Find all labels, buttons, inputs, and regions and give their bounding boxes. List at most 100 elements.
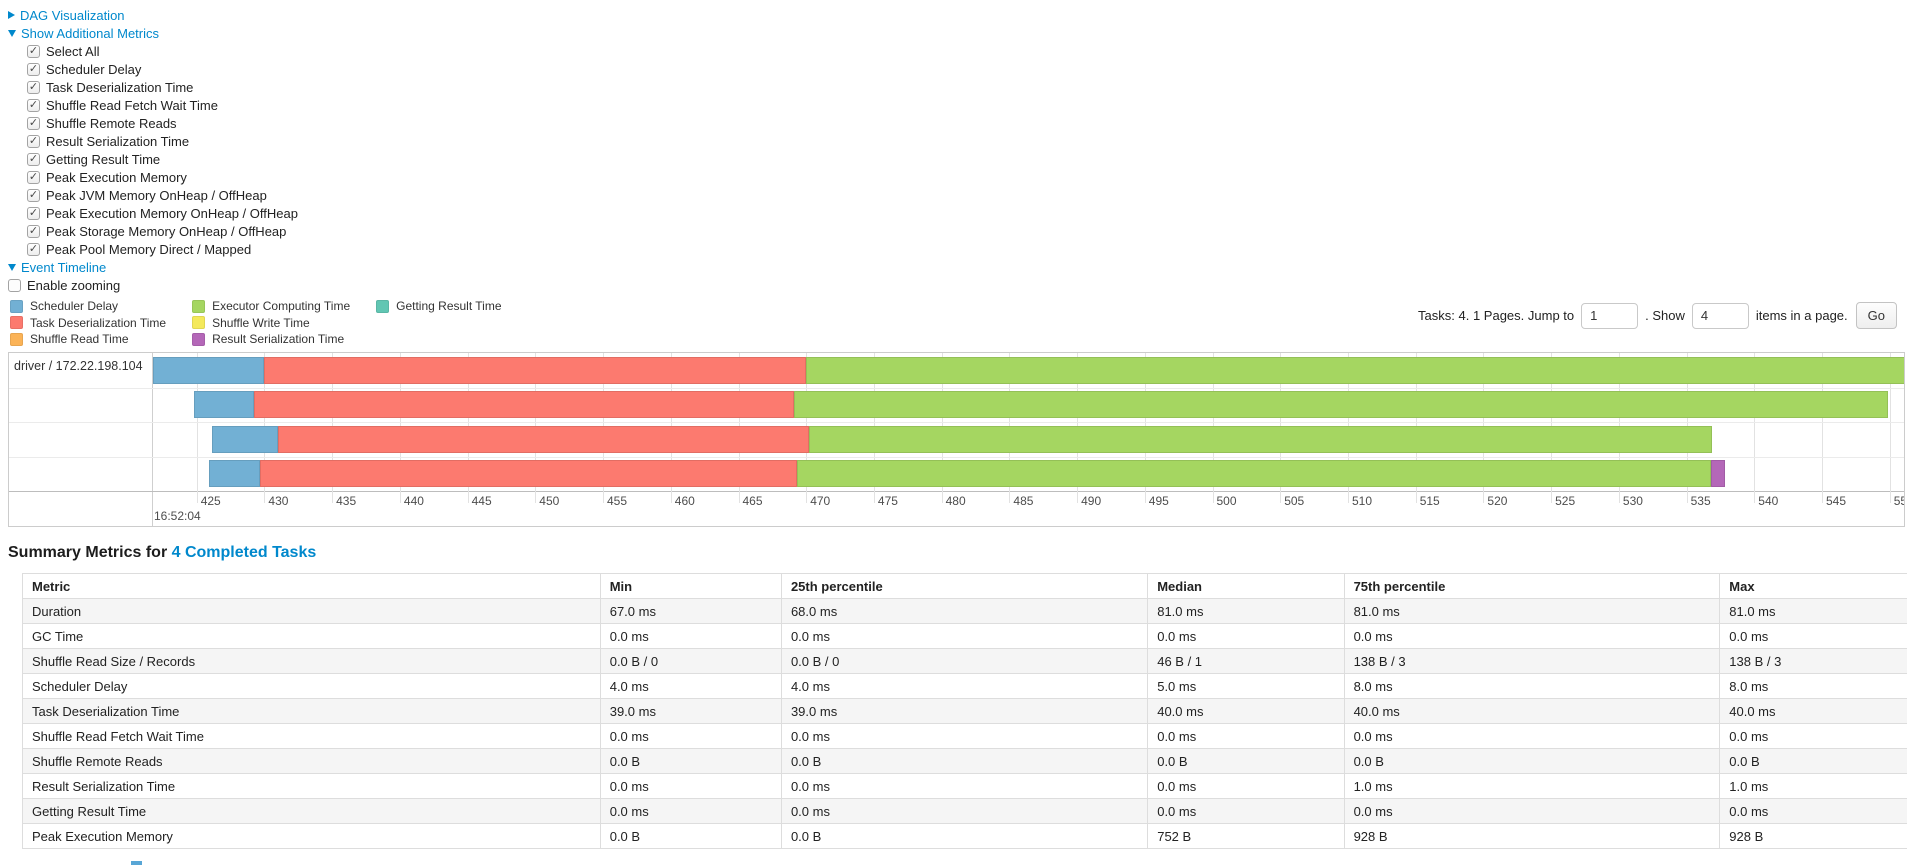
metric-checkbox-item: ✓ Peak Storage Memory OnHeap / OffHeap — [27, 222, 1907, 240]
dag-visualization-label: DAG Visualization — [20, 7, 125, 23]
timeline-legend: Scheduler Delay Task Deserialization Time… — [10, 298, 1907, 348]
show-additional-metrics-toggle[interactable]: Show Additional Metrics — [8, 24, 1907, 42]
metric-value-cell: 40.0 ms — [1719, 698, 1907, 724]
summary-column-header: Median — [1147, 573, 1345, 599]
timeline-bar-segment-task-deserialization[interactable] — [278, 425, 809, 453]
metric-checkbox[interactable]: ✓ — [27, 206, 40, 220]
axis-tick-label: 465 — [742, 494, 763, 508]
executor-group-label: driver / 172.22.198.104 — [14, 359, 143, 373]
metric-checkbox-item: ✓ Peak JVM Memory OnHeap / OffHeap — [27, 186, 1907, 204]
summary-table-row: Duration 67.0 ms 68.0 ms 81.0 ms 81.0 ms 81.0… — [22, 598, 1907, 624]
metric-value-cell: 0.0 ms — [780, 773, 1149, 799]
timeline-bar-segment-result-serialization[interactable] — [1711, 460, 1725, 487]
metric-checkbox[interactable]: ✓ — [27, 170, 40, 184]
event-timeline-chart[interactable]: driver / 172.22.198.104 16:52:04 425 430 4… — [8, 352, 1905, 527]
legend-item: Shuffle Read Time — [10, 331, 166, 348]
metric-value-cell: 0.0 B — [780, 823, 1149, 849]
metric-value-cell: 928 B — [1343, 823, 1721, 849]
legend-swatch-getting-result — [376, 299, 390, 313]
metric-checkbox[interactable]: ✓ — [27, 62, 40, 76]
gridline — [196, 353, 198, 503]
legend-swatch-shuffle-read — [10, 332, 23, 346]
pagination-summary-text: Tasks: 4. 1 Pages. Jump to — [1418, 308, 1575, 323]
metric-checkbox-label[interactable]: Task Deserialization Time — [46, 79, 194, 95]
metric-name-cell: Duration — [22, 598, 601, 624]
axis-tick-label: 485 — [1013, 494, 1034, 508]
axis-tick-label: 435 — [336, 494, 357, 508]
summary-column-header: Max — [1719, 573, 1907, 599]
event-timeline-toggle[interactable]: Event Timeline — [8, 258, 1907, 276]
metric-checkbox-label[interactable]: Peak JVM Memory OnHeap / OffHeap — [46, 187, 267, 203]
go-button[interactable]: Go — [1855, 302, 1897, 329]
metric-checkbox-label[interactable]: Getting Result Time — [46, 151, 161, 167]
timeline-bar-segment-scheduler-delay[interactable] — [208, 460, 261, 487]
metric-value-cell: 0.0 ms — [599, 798, 782, 824]
legend-label: Task Deserialization Time — [30, 315, 167, 330]
metric-checkbox[interactable]: ✓ — [27, 224, 40, 238]
summary-table-row: GC Time 0.0 ms 0.0 ms 0.0 ms 0.0 ms 0.0 ms — [22, 623, 1907, 649]
items-per-page-input[interactable] — [1691, 302, 1749, 329]
axis-tick-label: 430 — [268, 494, 289, 508]
metric-value-cell: 0.0 ms — [1719, 623, 1907, 649]
metric-value-cell: 0.0 ms — [780, 623, 1149, 649]
metric-checkbox-item: ✓ Shuffle Read Fetch Wait Time — [27, 96, 1907, 114]
metric-value-cell: 1.0 ms — [1719, 773, 1907, 799]
metric-checkbox[interactable]: ✓ — [27, 242, 40, 256]
metric-checkbox-label[interactable]: Peak Execution Memory — [46, 169, 187, 185]
metric-value-cell: 0.0 ms — [1719, 723, 1907, 749]
metric-checkbox[interactable]: ✓ — [27, 80, 40, 94]
timeline-bar-segment-scheduler-delay[interactable] — [211, 425, 278, 453]
metric-value-cell: 0.0 ms — [1343, 798, 1721, 824]
metric-value-cell: 138 B / 3 — [1719, 648, 1907, 674]
metric-checkbox-label[interactable]: Peak Storage Memory OnHeap / OffHeap — [46, 223, 287, 239]
summary-metrics-title: Summary Metrics for 4 Completed Tasks — [8, 544, 1907, 562]
axis-tick-label: 460 — [674, 494, 695, 508]
legend-item: Scheduler Delay — [10, 298, 166, 315]
metric-value-cell: 0.0 ms — [1147, 723, 1345, 749]
metric-value-cell: 4.0 ms — [780, 673, 1149, 699]
timeline-bar-segment-executor-computing[interactable] — [796, 460, 1711, 487]
metric-checkbox[interactable]: ✓ — [27, 152, 40, 166]
clipped-bottom-element — [131, 861, 142, 865]
timeline-bar-segment-task-deserialization[interactable] — [260, 460, 797, 487]
jump-to-page-input[interactable] — [1581, 302, 1639, 329]
metric-checkbox-label[interactable]: Scheduler Delay — [46, 61, 142, 77]
metric-value-cell: 81.0 ms — [1147, 598, 1345, 624]
axis-tick-label: 520 — [1487, 494, 1508, 508]
time-axis-line — [9, 491, 1904, 492]
metric-checkbox[interactable]: ✓ — [27, 188, 40, 202]
metric-checkbox-item: ✓ Select All — [27, 42, 1907, 60]
metric-value-cell: 138 B / 3 — [1343, 648, 1721, 674]
metric-checkbox-label[interactable]: Peak Pool Memory Direct / Mapped — [46, 241, 252, 257]
summary-column-header: Min — [599, 573, 782, 599]
legend-item: Task Deserialization Time — [10, 315, 166, 332]
completed-tasks-link[interactable]: 4 Completed Tasks — [171, 544, 317, 561]
metric-checkbox-label[interactable]: Select All — [46, 43, 100, 59]
metric-name-cell: Peak Execution Memory — [22, 823, 601, 849]
summary-table-row: Shuffle Read Size / Records 0.0 B / 0 0.0 … — [22, 648, 1907, 674]
enable-zooming-label[interactable]: Enable zooming — [27, 277, 121, 293]
group-column-separator — [152, 353, 153, 526]
axis-tick-label: 425 — [200, 494, 221, 508]
timeline-bar-segment-executor-computing[interactable] — [794, 391, 1889, 418]
timeline-bar-segment-task-deserialization[interactable] — [253, 391, 794, 418]
metric-checkbox-label[interactable]: Shuffle Read Fetch Wait Time — [46, 97, 218, 113]
timeline-bar-segment-task-deserialization[interactable] — [264, 356, 807, 384]
enable-zooming-checkbox[interactable] — [8, 278, 21, 292]
metric-checkbox[interactable]: ✓ — [27, 98, 40, 112]
triangle-down-icon — [8, 29, 16, 37]
timeline-bar-segment-scheduler-delay[interactable] — [194, 391, 254, 418]
timeline-bar-segment-scheduler-delay[interactable] — [153, 356, 265, 384]
timeline-bar-segment-executor-computing[interactable] — [806, 356, 1904, 384]
summary-column-header: Metric — [22, 573, 601, 599]
timeline-bar-segment-executor-computing[interactable] — [808, 425, 1713, 453]
metric-checkbox-label[interactable]: Shuffle Remote Reads — [46, 115, 177, 131]
metric-checkbox[interactable]: ✓ — [27, 44, 40, 58]
legend-label: Result Serialization Time — [212, 332, 345, 347]
metric-checkbox[interactable]: ✓ — [27, 116, 40, 130]
dag-visualization-toggle[interactable]: DAG Visualization — [8, 6, 1907, 24]
metric-checkbox[interactable]: ✓ — [27, 134, 40, 148]
metric-checkbox-item: ✓ Result Serialization Time — [27, 132, 1907, 150]
metric-checkbox-label[interactable]: Peak Execution Memory OnHeap / OffHeap — [46, 205, 298, 221]
metric-checkbox-label[interactable]: Result Serialization Time — [46, 133, 190, 149]
